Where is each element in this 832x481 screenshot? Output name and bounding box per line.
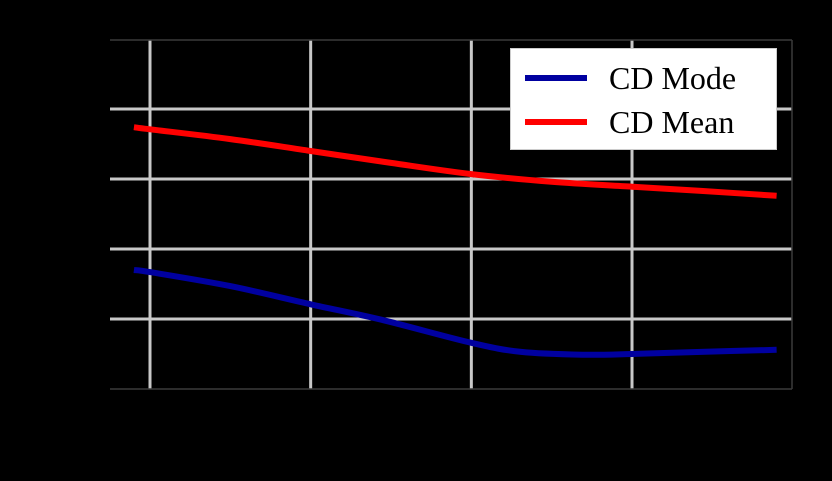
legend-item-cd-mode: CD Mode <box>511 58 776 98</box>
legend-item-cd-mean: CD Mean <box>511 102 776 142</box>
axes-spines <box>110 39 793 390</box>
data-series <box>133 124 777 358</box>
series-line-cd-mean <box>133 124 777 199</box>
legend-swatch-cd-mean <box>525 119 587 125</box>
legend-swatch-cd-mode <box>525 75 587 81</box>
legend-label-cd-mean: CD Mean <box>609 104 735 140</box>
series-line-cd-mode <box>133 267 777 358</box>
legend-label-cd-mode: CD Mode <box>609 60 737 96</box>
legend: CD Mode CD Mean <box>510 48 777 150</box>
